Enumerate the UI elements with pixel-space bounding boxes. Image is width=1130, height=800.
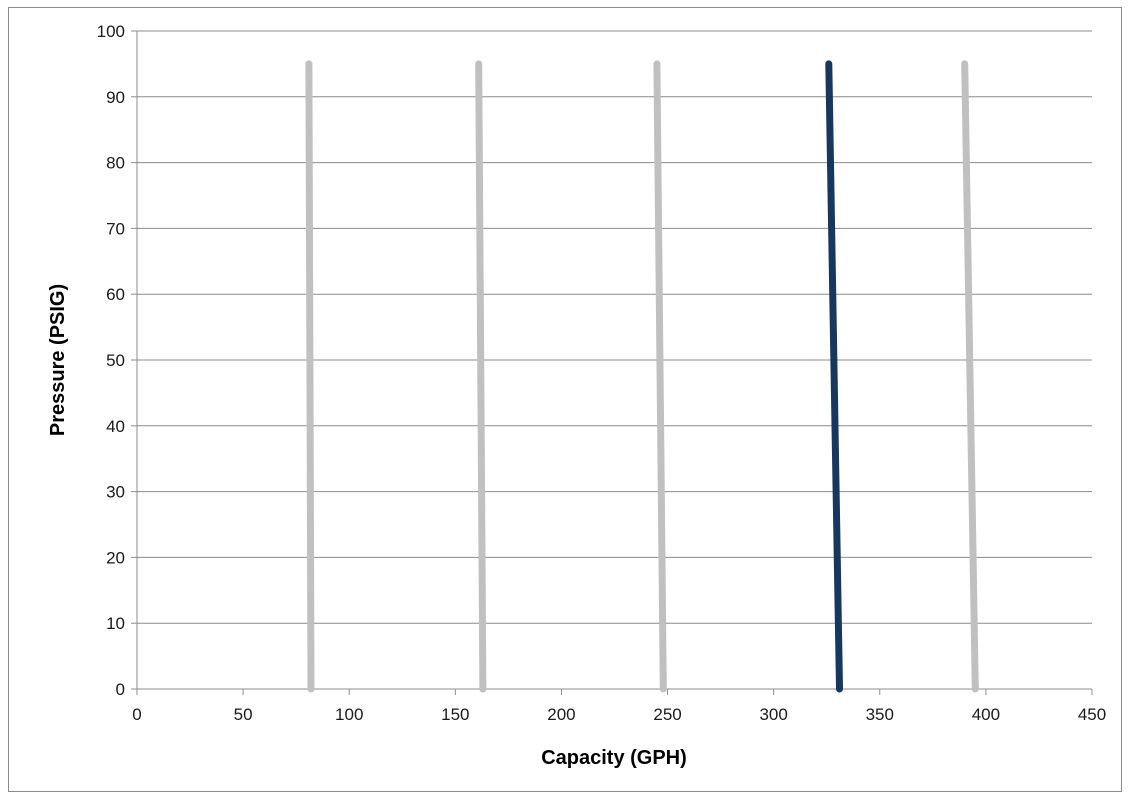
y-tick-label: 100 [97,22,125,41]
y-tick-label: 10 [106,614,125,633]
x-tick-labels: 0 50 100 150 200 250 300 350 400 450 [132,705,1106,724]
axes [131,30,1093,695]
x-tick-label: 50 [234,705,253,724]
series-line-5 [961,60,979,693]
y-tick-label: 50 [106,351,125,370]
x-tick-label: 0 [132,705,141,724]
y-tick-label: 30 [106,483,125,502]
series-line-2 [475,60,487,693]
x-tick-label: 450 [1078,705,1106,724]
y-tick-label: 80 [106,154,125,173]
gridlines [137,30,1092,624]
x-tick-label: 300 [759,705,787,724]
x-tick-label: 100 [335,705,363,724]
x-tick-label: 350 [866,705,894,724]
series-line-1 [305,60,315,693]
y-tick-label: 60 [106,285,125,304]
y-tick-label: 90 [106,88,125,107]
x-tick-label: 250 [653,705,681,724]
chart-frame [8,7,1122,792]
x-tick-label: 200 [547,705,575,724]
y-tick-label: 0 [116,680,125,699]
y-tick-labels: 0 10 20 30 40 50 60 70 80 90 100 [97,22,125,699]
series-line-3 [653,60,667,693]
y-axis-title: Pressure (PSIG) [47,284,69,436]
series-line-4 [825,60,843,693]
x-axis-title: Capacity (GPH) [541,747,687,769]
y-tick-label: 70 [106,219,125,238]
series-lines [305,60,979,693]
x-tick-label: 400 [972,705,1000,724]
y-tick-label: 40 [106,417,125,436]
x-tick-label: 150 [441,705,469,724]
y-tick-label: 20 [106,548,125,567]
